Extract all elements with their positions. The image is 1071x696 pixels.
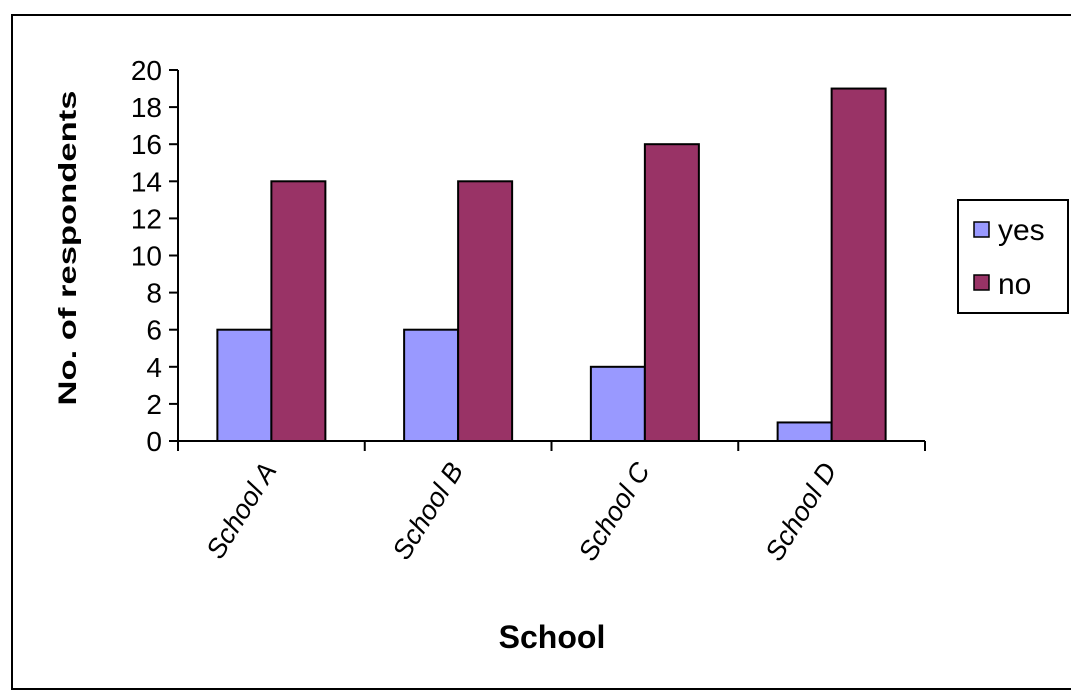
y-tick-label: 14 xyxy=(131,166,162,197)
bar-yes-4 xyxy=(776,421,833,443)
y-tick-label: 16 xyxy=(131,129,162,160)
y-axis-title: No. of respondents xyxy=(54,91,82,406)
legend: yes no xyxy=(957,199,1069,314)
y-tick-label: 2 xyxy=(146,389,162,420)
bar-no-2 xyxy=(457,180,514,443)
legend-label-no: no xyxy=(998,268,1031,301)
y-tick-label: 20 xyxy=(131,55,162,86)
bar-yes-2 xyxy=(403,328,460,443)
y-tick-label: 12 xyxy=(131,203,162,234)
bar-yes-1 xyxy=(216,328,273,443)
legend-swatch-yes xyxy=(973,221,990,238)
y-tick-label: 18 xyxy=(131,92,162,123)
legend-label-yes: yes xyxy=(998,214,1045,247)
bar-no-4 xyxy=(830,87,887,443)
y-tick-label: 10 xyxy=(131,241,162,272)
bar-no-1 xyxy=(270,180,327,443)
y-tick-label: 0 xyxy=(146,426,162,457)
legend-swatch-no xyxy=(973,274,990,291)
bar-yes-3 xyxy=(589,365,646,442)
y-tick-label: 4 xyxy=(146,352,162,383)
y-tick-label: 6 xyxy=(146,315,162,346)
chart-border xyxy=(11,14,1071,690)
legend-border xyxy=(957,199,1069,314)
x-axis-title: School xyxy=(499,619,606,655)
y-tick-label: 8 xyxy=(146,278,162,309)
bar-no-3 xyxy=(643,143,700,442)
